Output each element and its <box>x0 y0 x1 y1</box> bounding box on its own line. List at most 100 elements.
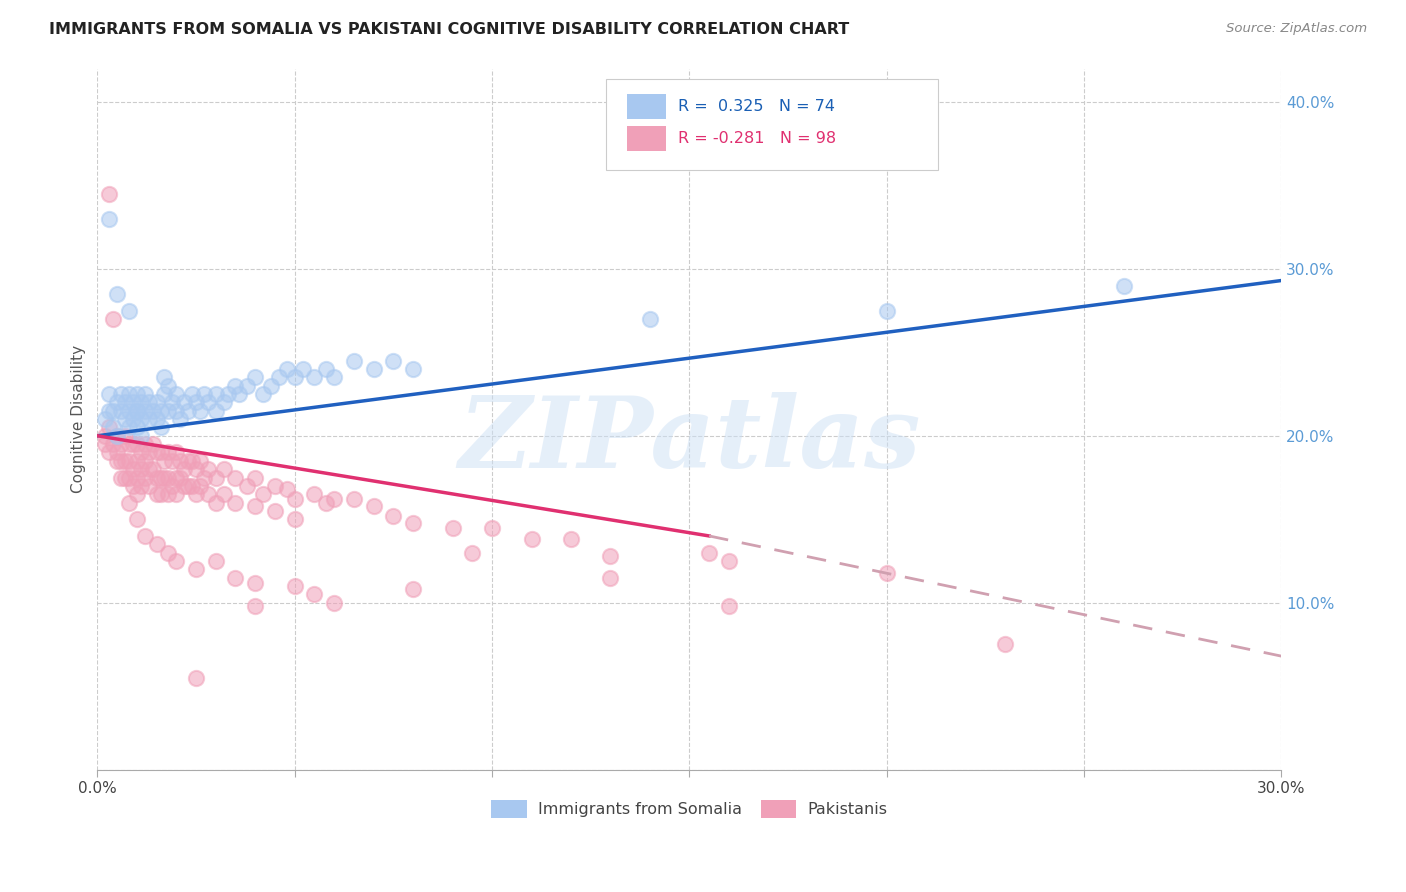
Point <box>402 516 425 530</box>
Point <box>162 454 184 468</box>
Point <box>129 429 152 443</box>
Point <box>363 362 385 376</box>
Text: IMMIGRANTS FROM SOMALIA VS PAKISTANI COGNITIVE DISABILITY CORRELATION CHART: IMMIGRANTS FROM SOMALIA VS PAKISTANI COG… <box>49 22 849 37</box>
Point <box>599 549 621 563</box>
Point <box>402 362 425 376</box>
Point <box>98 387 121 401</box>
Point <box>145 470 167 484</box>
Point <box>105 395 128 409</box>
Point <box>118 387 141 401</box>
Point <box>323 492 346 507</box>
Point <box>125 403 148 417</box>
Point <box>110 387 132 401</box>
Point <box>323 596 346 610</box>
Point <box>162 479 184 493</box>
Point <box>153 470 176 484</box>
Point <box>181 454 204 468</box>
Point <box>184 487 207 501</box>
Point <box>481 520 503 534</box>
Point <box>149 470 172 484</box>
Point <box>129 412 152 426</box>
Point <box>284 492 307 507</box>
Point <box>236 479 259 493</box>
Point <box>177 403 200 417</box>
Point <box>291 362 314 376</box>
Point <box>145 537 167 551</box>
Point <box>110 403 132 417</box>
Point <box>228 387 250 401</box>
Point <box>382 508 405 523</box>
FancyBboxPatch shape <box>606 79 938 170</box>
Point <box>188 454 211 468</box>
Point <box>98 445 121 459</box>
Point <box>149 445 172 459</box>
Point <box>717 554 740 568</box>
Point <box>134 470 156 484</box>
Point <box>125 420 148 434</box>
Point <box>697 546 720 560</box>
Point <box>245 599 267 613</box>
Point <box>118 303 141 318</box>
Point <box>276 482 298 496</box>
FancyBboxPatch shape <box>627 94 665 119</box>
Point <box>343 353 366 368</box>
Point <box>134 454 156 468</box>
Point <box>197 395 219 409</box>
Point <box>717 599 740 613</box>
Point <box>94 412 117 426</box>
Point <box>118 420 141 434</box>
Point <box>304 370 326 384</box>
Point <box>188 479 211 493</box>
Point <box>105 286 128 301</box>
Point <box>245 370 267 384</box>
Point <box>105 429 128 443</box>
Point <box>165 554 187 568</box>
Point <box>114 470 136 484</box>
Point <box>876 303 898 318</box>
Text: R =  0.325   N = 74: R = 0.325 N = 74 <box>678 99 835 114</box>
Point <box>94 429 117 443</box>
Point <box>110 454 132 468</box>
Point <box>197 462 219 476</box>
Legend: Immigrants from Somalia, Pakistanis: Immigrants from Somalia, Pakistanis <box>485 794 894 825</box>
Point <box>118 495 141 509</box>
Point <box>101 437 124 451</box>
Point <box>129 479 152 493</box>
Point <box>98 420 121 434</box>
Point <box>145 487 167 501</box>
Point <box>138 462 160 476</box>
Point <box>224 470 246 484</box>
Point <box>402 582 425 597</box>
Point <box>125 454 148 468</box>
Point <box>169 412 191 426</box>
Point <box>142 403 165 417</box>
Point <box>98 186 121 201</box>
Point <box>157 470 180 484</box>
Point <box>129 445 152 459</box>
Point <box>304 487 326 501</box>
Point <box>129 395 152 409</box>
Point <box>212 462 235 476</box>
Point <box>520 533 543 547</box>
Point <box>153 387 176 401</box>
Point <box>184 395 207 409</box>
Point <box>149 420 172 434</box>
Point <box>157 445 180 459</box>
Point <box>114 429 136 443</box>
Point <box>105 445 128 459</box>
Point <box>118 437 141 451</box>
Point <box>204 403 226 417</box>
Point <box>224 495 246 509</box>
Point <box>217 387 239 401</box>
Point <box>599 571 621 585</box>
Point <box>105 429 128 443</box>
Point <box>125 437 148 451</box>
Point <box>138 395 160 409</box>
Point <box>284 579 307 593</box>
Point <box>212 395 235 409</box>
Point <box>157 378 180 392</box>
Point <box>122 412 145 426</box>
Point <box>224 571 246 585</box>
Point <box>114 454 136 468</box>
Point <box>153 370 176 384</box>
